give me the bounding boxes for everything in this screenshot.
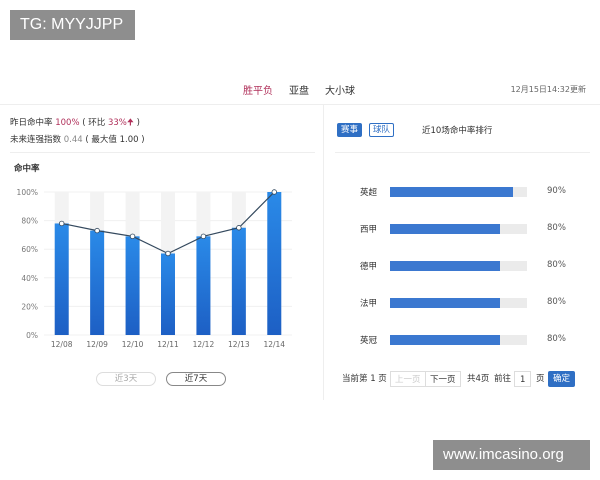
market-tabs: 胜平负 亚盘 大小球 (243, 82, 355, 97)
y-tick-label: 20% (21, 302, 38, 311)
label: 昨日命中率 (10, 118, 53, 128)
hit-rate-bar (390, 298, 527, 308)
league-row: 英超 90% (330, 185, 590, 199)
y-tick-label: 100% (17, 188, 38, 197)
page-input-value: 1 (514, 371, 532, 387)
league-name: 西甲 (360, 225, 378, 235)
league-name: 英超 (360, 188, 378, 198)
label: 下一页 (425, 371, 461, 387)
data-point (165, 250, 171, 257)
hit-rate-fill (390, 261, 500, 271)
bar (125, 236, 140, 335)
label: ) (136, 118, 140, 128)
bar (54, 223, 69, 335)
league-name: 英冠 (360, 336, 378, 346)
hit-rate-value: 80% (547, 297, 566, 307)
label: 确定 (548, 371, 576, 387)
bar (267, 192, 282, 335)
hit-rate-fill (390, 224, 500, 234)
goto-label: 前往 (494, 374, 512, 384)
divider (0, 104, 600, 105)
league-name: 法甲 (360, 299, 378, 309)
bar (196, 236, 211, 335)
value: 100% (55, 118, 80, 128)
hit-rate-bar (390, 261, 527, 271)
value: 0.44 (63, 135, 83, 145)
next-page-button[interactable]: 下一页 (425, 371, 461, 387)
total-pages: 共4页 (467, 374, 490, 384)
hit-rate-bar (390, 335, 527, 345)
label: ( 最大值 1.00 ) (85, 135, 145, 145)
ranking-heading: 近10场命中率排行 (422, 126, 493, 136)
hit-rate-value: 90% (547, 186, 566, 196)
tab-over-under[interactable]: 大小球 (325, 86, 355, 97)
future-index: 未来连强指数 0.44 ( 最大值 1.00 ) (10, 133, 145, 145)
x-tick-label: 12/08 (51, 340, 73, 349)
arrow-up-icon: 🠉 (126, 118, 134, 128)
hit-rate-value: 80% (547, 334, 566, 344)
data-point (236, 225, 242, 231)
label: 上一页 (390, 371, 426, 387)
x-tick-label: 12/10 (122, 340, 144, 349)
league-row: 英冠 80% (330, 333, 590, 347)
team-tab-label: 球队 (369, 123, 395, 137)
x-tick-label: 12/14 (263, 340, 285, 349)
current-page: 当前第 1 页 (342, 374, 387, 384)
data-point (59, 220, 65, 227)
tab-asian-handicap[interactable]: 亚盘 (289, 86, 309, 97)
x-tick-label: 12/09 (86, 340, 108, 349)
divider (335, 152, 590, 153)
page-input[interactable]: 1 (514, 371, 532, 387)
change-value: 33% (107, 118, 127, 128)
chart-title: 命中率 (13, 163, 40, 174)
hit-rate-fill (390, 335, 500, 345)
data-point (94, 227, 100, 234)
hit-rate-fill (390, 187, 514, 197)
hit-rate-bar (390, 224, 527, 234)
y-tick-label: 80% (21, 217, 38, 226)
hit-rate-fill (390, 298, 500, 308)
y-tick-label: 60% (21, 245, 38, 254)
watermark-bottom: www.imcasino.org (433, 440, 590, 470)
hit-rate-value: 80% (547, 223, 566, 233)
league-row: 德甲 80% (330, 259, 590, 273)
y-tick-label: 40% (21, 274, 38, 283)
data-point (129, 233, 136, 240)
x-tick-label: 12/12 (193, 340, 215, 349)
league-row: 法甲 80% (330, 296, 590, 310)
bar (231, 227, 246, 335)
event-tab-label: 赛事 (337, 123, 363, 137)
hit-rate-bar (390, 187, 527, 197)
tab-team[interactable]: 球队 (369, 123, 395, 137)
tab-win-draw-lose[interactable]: 胜平负 (243, 86, 273, 97)
label: ( 环比 (82, 118, 106, 128)
range-3-days-button[interactable]: 近3天 (96, 372, 156, 386)
data-point (200, 233, 207, 240)
confirm-button[interactable]: 确定 (548, 371, 576, 387)
league-row: 西甲 80% (330, 222, 590, 236)
page-unit: 页 (536, 374, 545, 384)
bar (90, 230, 105, 335)
bar (161, 253, 175, 335)
update-time: 12月15日14:32更新 (510, 85, 586, 94)
x-tick-label: 12/11 (157, 340, 179, 349)
league-name: 德甲 (360, 262, 378, 272)
hit-rate-chart: 命中率 0% 20% 40% 60% 80% 100% 12/08 12/09 12/10 12/… (13, 163, 292, 349)
divider (10, 152, 315, 153)
watermark-top: TG: MYYJJPP (10, 10, 135, 40)
y-tick-label: 0% (26, 331, 38, 340)
hit-rate-value: 80% (547, 260, 566, 270)
x-tick-label: 12/13 (228, 340, 250, 349)
label: 未来连强指数 (10, 135, 62, 145)
yesterday-hit-rate: 昨日命中率 100% ( 环比 33%🠉 ) (10, 116, 140, 131)
divider (323, 104, 324, 400)
data-point (271, 189, 277, 195)
prev-page-button[interactable]: 上一页 (390, 371, 426, 387)
tab-event[interactable]: 赛事 (337, 123, 363, 137)
range-7-days-button[interactable]: 近7天 (166, 372, 226, 386)
